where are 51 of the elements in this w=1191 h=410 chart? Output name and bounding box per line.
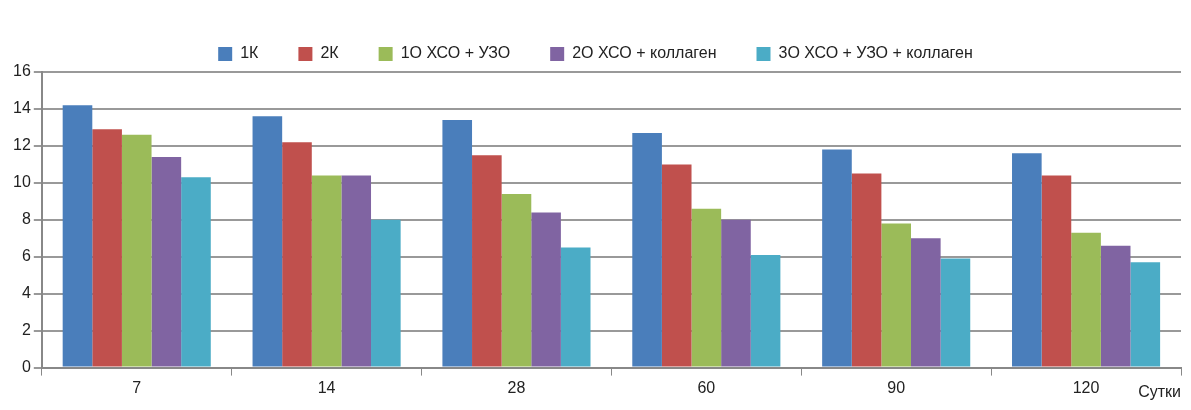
bar (632, 132, 662, 367)
legend-label: 2К (320, 44, 340, 62)
bar (442, 120, 473, 367)
bar (560, 247, 591, 367)
bar (121, 134, 152, 367)
bar (721, 219, 751, 367)
bar (691, 208, 722, 367)
y-tick-label: 16 (13, 62, 31, 80)
bar (62, 105, 93, 367)
y-tick-label: 14 (13, 99, 31, 117)
x-tick-label: 28 (507, 378, 526, 396)
legend-label: 2О ХСО + коллаген (572, 44, 717, 62)
bar (311, 175, 342, 367)
bar (750, 254, 781, 367)
y-tick-label: 6 (21, 247, 31, 265)
bar (822, 149, 852, 367)
x-tick-label: 120 (1072, 378, 1100, 396)
x-tick-label: 60 (697, 378, 716, 396)
bar (1041, 175, 1072, 367)
bar (472, 155, 502, 367)
y-tick-label: 12 (13, 136, 31, 154)
bar (501, 193, 532, 367)
y-tick-label: 2 (21, 321, 31, 339)
bar (1071, 232, 1101, 367)
bar (881, 223, 912, 367)
bar (371, 219, 401, 367)
bar (181, 177, 211, 367)
y-tick-label: 10 (13, 173, 31, 191)
x-tick-label: 7 (132, 378, 142, 396)
bar (1012, 153, 1042, 367)
bar (911, 238, 941, 367)
legend-label: 1К (240, 44, 260, 62)
bar (1130, 262, 1161, 367)
bar (661, 164, 692, 367)
x-tick-label: 90 (887, 378, 906, 396)
y-tick-label: 4 (21, 284, 31, 302)
bar (940, 258, 971, 367)
x-tick-label: 14 (317, 378, 336, 396)
bar (151, 156, 182, 367)
bar (92, 129, 122, 367)
bar (252, 116, 283, 367)
y-tick-label: 8 (21, 210, 31, 228)
bar (851, 173, 882, 367)
bar (531, 212, 561, 367)
bar (1100, 245, 1131, 367)
legend-label: 3О ХСО + УЗО + коллаген (778, 44, 973, 62)
x-axis-title: Сутки (1138, 382, 1181, 400)
bar (341, 175, 372, 367)
y-tick-label: 0 (21, 358, 31, 376)
legend-label: 1О ХСО + УЗО (400, 44, 511, 62)
bar (282, 142, 312, 367)
